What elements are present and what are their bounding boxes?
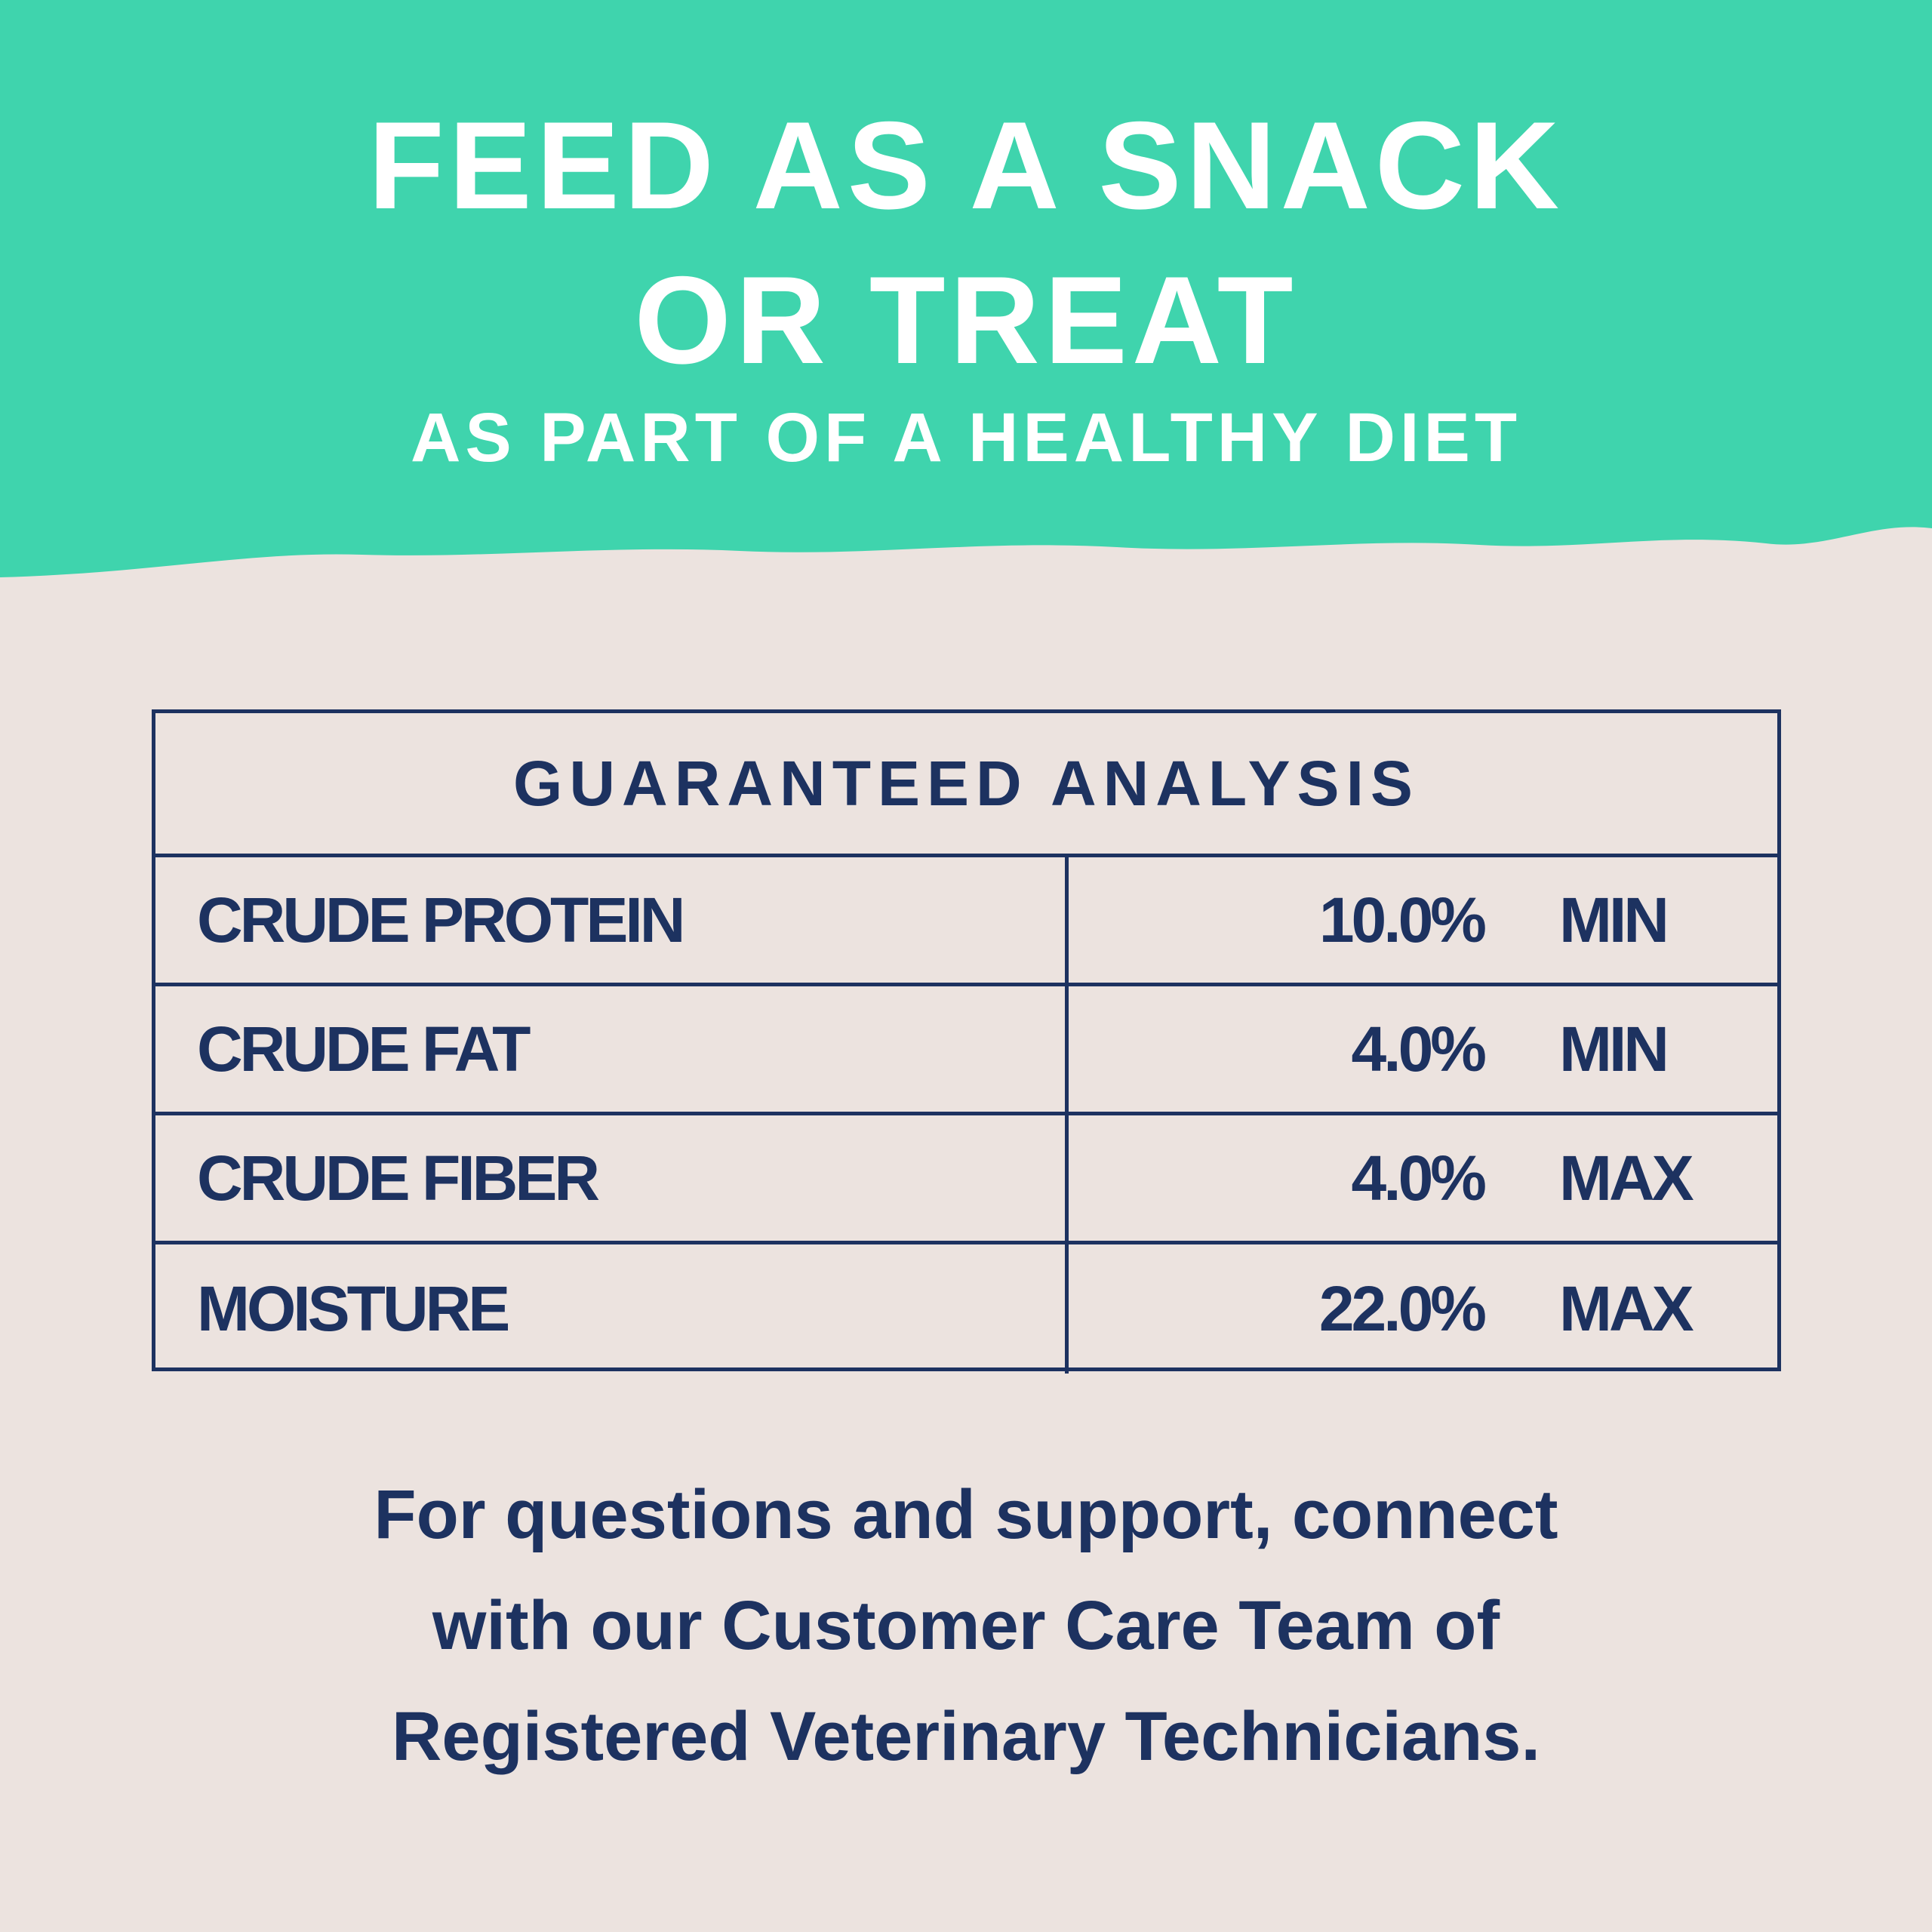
table-row: CRUDE FIBER 4.0% MAX	[155, 1115, 1777, 1244]
nutrient-value: 10.0%	[1318, 884, 1487, 955]
headline: FEED AS A SNACK	[368, 96, 1564, 235]
nutrient-qualifier: MIN	[1559, 884, 1669, 955]
analysis-table: GUARANTEED ANALYSIS CRUDE PROTEIN 10.0% MI…	[152, 709, 1781, 1374]
table-row: CRUDE PROTEIN 10.0% MIN	[155, 857, 1777, 986]
footer-text: Registered Veterinary Technicians.	[391, 1698, 1541, 1775]
nutrient-value: 4.0%	[1351, 1142, 1487, 1214]
nutrient-qualifier: MAX	[1559, 1142, 1694, 1214]
nutrient-name: CRUDE PROTEIN	[155, 857, 1069, 983]
headline: OR TREAT	[634, 251, 1298, 389]
footer-text: with our Customer Care Team of	[432, 1587, 1500, 1664]
nutrient-qualifier: MIN	[1559, 1013, 1669, 1084]
table-title: GUARANTEED ANALYSIS	[155, 713, 1777, 857]
footer-text: For questions and support, connect	[374, 1476, 1558, 1553]
nutrient-value: 22.0%	[1318, 1273, 1487, 1344]
subtitle: AS PART OF A HEALTHY DIET	[410, 399, 1522, 476]
table-row: MOISTURE 22.0% MAX	[155, 1244, 1777, 1374]
table-row: CRUDE FAT 4.0% MIN	[155, 986, 1777, 1115]
nutrient-value: 4.0%	[1351, 1013, 1487, 1084]
nutrient-name: MOISTURE	[155, 1244, 1069, 1374]
nutrient-name: CRUDE FAT	[155, 986, 1069, 1112]
nutrient-name: CRUDE FIBER	[155, 1115, 1069, 1241]
header-band	[0, 0, 1932, 577]
nutrient-qualifier: MAX	[1559, 1273, 1694, 1344]
